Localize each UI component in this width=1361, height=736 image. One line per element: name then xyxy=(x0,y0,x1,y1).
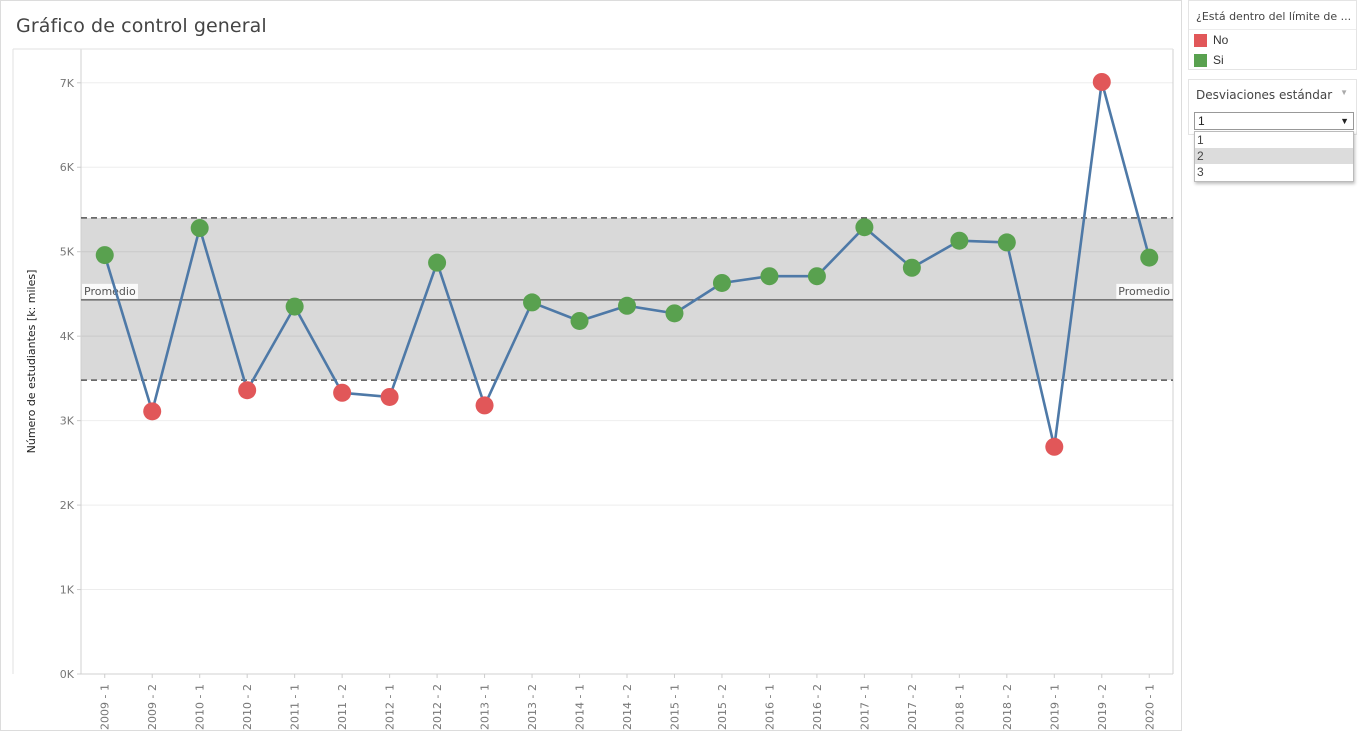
x-tick-label: 2010 - 1 xyxy=(194,684,207,730)
data-point[interactable] xyxy=(333,383,352,402)
dropdown-arrow-icon[interactable]: ▼ xyxy=(1340,116,1349,126)
data-point[interactable] xyxy=(95,246,114,265)
data-point[interactable] xyxy=(665,304,684,323)
parameter-select[interactable]: 1 ▼ xyxy=(1194,112,1354,130)
mean-label-left: Promedio xyxy=(84,285,136,298)
x-tick-label: 2009 - 2 xyxy=(146,684,159,730)
y-tick-label: 0K xyxy=(60,668,75,681)
data-point[interactable] xyxy=(618,296,636,315)
x-tick-label: 2012 - 1 xyxy=(384,684,397,730)
x-tick-label: 2015 - 1 xyxy=(668,684,681,730)
chart-title: Gráfico de control general xyxy=(16,15,267,37)
x-tick-label: 2009 - 1 xyxy=(99,684,112,730)
x-tick-label: 2017 - 1 xyxy=(858,684,871,730)
chart-panel: Gráfico de control general 0K 1K 2K 3K 4K 5K 6… xyxy=(0,0,1182,731)
data-point[interactable] xyxy=(428,253,447,272)
x-tick-label: 2016 - 1 xyxy=(763,684,776,730)
y-tick-label: 5K xyxy=(60,246,75,259)
parameter-selected-value: 1 xyxy=(1198,114,1205,128)
x-tick-label: 2019 - 2 xyxy=(1096,684,1109,730)
y-tick-label: 7K xyxy=(60,77,75,90)
data-point[interactable] xyxy=(380,387,399,406)
x-tick-label: 2014 - 1 xyxy=(574,684,587,730)
y-axis-title: Número de estudiantes [k: miles] xyxy=(25,270,38,454)
color-legend: ¿Está dentro del límite de ... No Si xyxy=(1188,0,1357,70)
y-tick-label: 6K xyxy=(60,161,75,174)
y-tick-label: 3K xyxy=(60,415,75,428)
data-point[interactable] xyxy=(523,293,542,312)
data-point[interactable] xyxy=(950,231,969,250)
data-point[interactable] xyxy=(238,381,257,400)
data-point[interactable] xyxy=(760,267,779,286)
parameter-title: Desviaciones estándar xyxy=(1196,88,1333,102)
legend-item-si[interactable]: Si xyxy=(1189,50,1356,70)
data-point[interactable] xyxy=(285,297,304,316)
dropdown-option-2[interactable]: 2 xyxy=(1195,148,1353,164)
legend-divider xyxy=(1189,29,1356,30)
x-tick-label: 2018 - 2 xyxy=(1001,684,1014,730)
x-tick-label: 2017 - 2 xyxy=(906,684,919,730)
data-point[interactable] xyxy=(475,396,494,415)
mean-label-right: Promedio xyxy=(1118,285,1170,298)
x-tick-label: 2015 - 2 xyxy=(716,684,729,730)
dropdown-option-3[interactable]: 3 xyxy=(1197,165,1204,179)
dropdown-option-1[interactable]: 1 xyxy=(1197,133,1204,147)
y-tick-label: 2K xyxy=(60,499,75,512)
x-tick-label: 2012 - 2 xyxy=(431,684,444,730)
parameter-control: Desviaciones estándar ▼ 1 ▼ xyxy=(1188,79,1357,135)
legend-label-si: Si xyxy=(1213,53,1224,67)
data-point[interactable] xyxy=(712,273,731,292)
data-point[interactable] xyxy=(1045,437,1064,456)
legend-swatch-no xyxy=(1194,33,1207,47)
data-point[interactable] xyxy=(902,258,921,277)
data-point[interactable] xyxy=(1140,248,1159,267)
mean-label-right-bg xyxy=(1116,283,1173,299)
x-tick-label: 2011 - 2 xyxy=(336,684,349,730)
legend-swatch-si xyxy=(1194,53,1207,67)
x-tick-label: 2020 - 1 xyxy=(1143,684,1156,730)
x-tick-label: 2016 - 2 xyxy=(811,684,824,730)
legend-title: ¿Está dentro del límite de ... xyxy=(1196,10,1352,23)
data-point[interactable] xyxy=(1092,72,1111,91)
x-tick-label: 2013 - 2 xyxy=(526,684,539,730)
data-point[interactable] xyxy=(807,267,826,286)
y-tick-label: 4K xyxy=(60,330,75,343)
parameter-menu-caret-icon[interactable]: ▼ xyxy=(1340,88,1348,97)
x-tick-label: 2013 - 1 xyxy=(479,684,492,730)
data-point[interactable] xyxy=(143,402,162,421)
data-point[interactable] xyxy=(190,219,209,238)
x-tick-label: 2019 - 1 xyxy=(1048,684,1061,730)
mean-label-left-bg xyxy=(82,283,138,299)
legend-item-no[interactable]: No xyxy=(1189,30,1356,50)
y-tick-label: 1K xyxy=(60,584,75,597)
parameter-dropdown-list: 1 2 3 xyxy=(1194,131,1354,182)
data-point[interactable] xyxy=(855,218,874,237)
data-point[interactable] xyxy=(570,311,589,330)
data-point[interactable] xyxy=(997,233,1016,252)
legend-label-no: No xyxy=(1213,33,1229,47)
control-chart[interactable]: 0K 1K 2K 3K 4K 5K 6K 7K Promedio Promedio 2009 - 1… xyxy=(1,1,1183,732)
x-tick-label: 2010 - 2 xyxy=(241,684,254,730)
x-tick-label: 2014 - 2 xyxy=(621,684,634,730)
x-tick-label: 2011 - 1 xyxy=(289,684,302,730)
x-tick-label: 2018 - 1 xyxy=(953,684,966,730)
